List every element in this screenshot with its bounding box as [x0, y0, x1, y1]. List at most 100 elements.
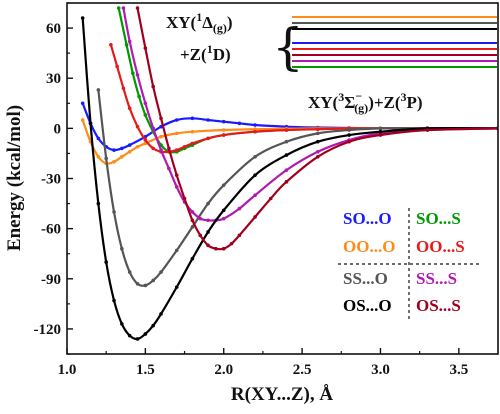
lower-sup-minus: − — [355, 89, 362, 103]
data-point-sso-3 — [120, 246, 124, 251]
upper-line2b: D) — [213, 45, 231, 64]
data-point-oss-19 — [378, 133, 383, 137]
data-point-sos-2 — [131, 71, 135, 75]
data-point-sso-2 — [112, 210, 116, 214]
y-tick-label: -120 — [34, 322, 62, 338]
upper-line2: +Z( — [180, 45, 207, 64]
data-point-sso-16 — [347, 128, 351, 132]
data-point-oso-0 — [80, 16, 85, 20]
data-point-ooo-0 — [80, 118, 85, 122]
data-point-sss-11 — [206, 218, 210, 223]
data-point-oos-2 — [121, 86, 126, 91]
data-point-sos-1 — [124, 42, 129, 47]
data-point-soo-2 — [96, 136, 101, 141]
data-point-oos-14 — [253, 129, 257, 134]
data-point-sso-5 — [135, 282, 140, 286]
data-point-oso-3 — [104, 260, 108, 264]
x-tick-label: 1.0 — [58, 362, 77, 378]
data-point-oso-8 — [143, 332, 148, 336]
data-point-sos-0 — [116, 6, 121, 10]
data-point-oos-4 — [135, 124, 140, 129]
y-tick-label: 0 — [54, 121, 62, 137]
data-point-oso-16 — [284, 153, 289, 157]
data-point-oos-16 — [315, 127, 320, 131]
data-point-oos-9 — [174, 148, 179, 152]
data-point-oss-0 — [135, 6, 140, 10]
data-point-ooo-7 — [135, 144, 140, 149]
data-point-soo-10 — [190, 116, 195, 121]
data-point-sso-14 — [284, 139, 289, 144]
x-tick-label: 1.5 — [136, 362, 155, 378]
upper-sup2: 1 — [207, 42, 213, 56]
data-point-oos-12 — [206, 136, 210, 141]
data-point-oso-19 — [378, 129, 383, 134]
data-point-soo-5 — [120, 146, 124, 151]
lower-close: )+Z( — [368, 93, 401, 112]
data-point-sso-11 — [206, 201, 210, 206]
data-point-sss-16 — [284, 168, 289, 172]
data-point-oss-8 — [198, 233, 203, 238]
data-point-oss-4 — [167, 146, 171, 151]
lower-post: P) — [407, 93, 423, 112]
data-point-ooo-5 — [120, 154, 124, 159]
upper-state-annotation: XY(1Δ(g)) +Z(1D) { — [166, 10, 304, 76]
upper-sup1: 1 — [196, 10, 202, 24]
data-point-ooo-12 — [221, 128, 226, 132]
y-tick-label: 30 — [46, 71, 61, 87]
data-point-oso-15 — [253, 173, 257, 177]
data-point-sso-13 — [253, 154, 257, 159]
data-point-oss-3 — [159, 116, 163, 121]
data-point-oss-13 — [237, 233, 242, 238]
data-point-sos-4 — [143, 113, 148, 117]
data-point-oos-6 — [151, 146, 155, 151]
data-point-oos-11 — [190, 141, 195, 146]
y-tick-label: -30 — [41, 172, 61, 188]
data-point-oss-7 — [190, 218, 195, 223]
series-line-oso — [81, 17, 498, 341]
data-point-sss-1 — [127, 39, 132, 44]
data-point-oso-5 — [120, 322, 124, 326]
x-tick-label: 3.0 — [371, 362, 390, 378]
y-tick-label: 60 — [46, 21, 61, 37]
data-point-sss-4 — [151, 126, 155, 131]
y-tick-label: -90 — [41, 272, 61, 288]
data-point-soo-6 — [127, 143, 132, 147]
data-point-sss-17 — [315, 149, 320, 154]
data-point-sso-1 — [104, 156, 108, 161]
data-point-soo-13 — [237, 121, 242, 126]
data-point-sso-4 — [127, 270, 132, 274]
data-point-soo-4 — [112, 148, 116, 152]
lower-sup2: 3 — [401, 90, 407, 104]
data-point-oos-13 — [221, 133, 226, 137]
data-point-sss-2 — [135, 73, 140, 77]
upper-sub1: (g) — [213, 21, 227, 35]
data-point-oss-17 — [315, 154, 320, 159]
data-point-oso-11 — [174, 285, 179, 289]
legend-entry-ooo: OO...O — [343, 237, 395, 256]
data-point-ooo-6 — [127, 149, 132, 154]
data-point-ooo-9 — [159, 134, 163, 139]
data-point-soo-0 — [80, 101, 85, 106]
data-point-oso-6 — [127, 333, 132, 338]
legend-entry-sos: SO...S — [416, 209, 461, 228]
data-point-sss-7 — [174, 185, 179, 189]
data-point-ooo-2 — [96, 154, 101, 159]
lower-sup1: 3 — [338, 90, 344, 104]
data-point-oss-2 — [151, 84, 155, 89]
legend-entry-oos: OO...S — [416, 237, 465, 256]
data-point-oss-1 — [143, 46, 148, 50]
data-point-soo-11 — [206, 118, 210, 122]
data-point-sss-6 — [167, 166, 171, 171]
data-point-sso-8 — [159, 270, 163, 274]
data-point-oss-11 — [221, 246, 226, 251]
data-point-oss-10 — [214, 246, 218, 251]
lower-sym: Σ — [344, 93, 355, 112]
data-point-oss-9 — [206, 243, 210, 248]
data-point-oos-0 — [109, 42, 113, 47]
svg-text:XY(3Σ−(g))+Z(3P): XY(3Σ− (g))+Z(3P) — [308, 89, 423, 115]
data-point-sss-14 — [237, 206, 242, 211]
upper-close1: ) — [227, 13, 233, 32]
series-line-sso — [97, 89, 498, 287]
data-point-oso-14 — [221, 208, 226, 213]
